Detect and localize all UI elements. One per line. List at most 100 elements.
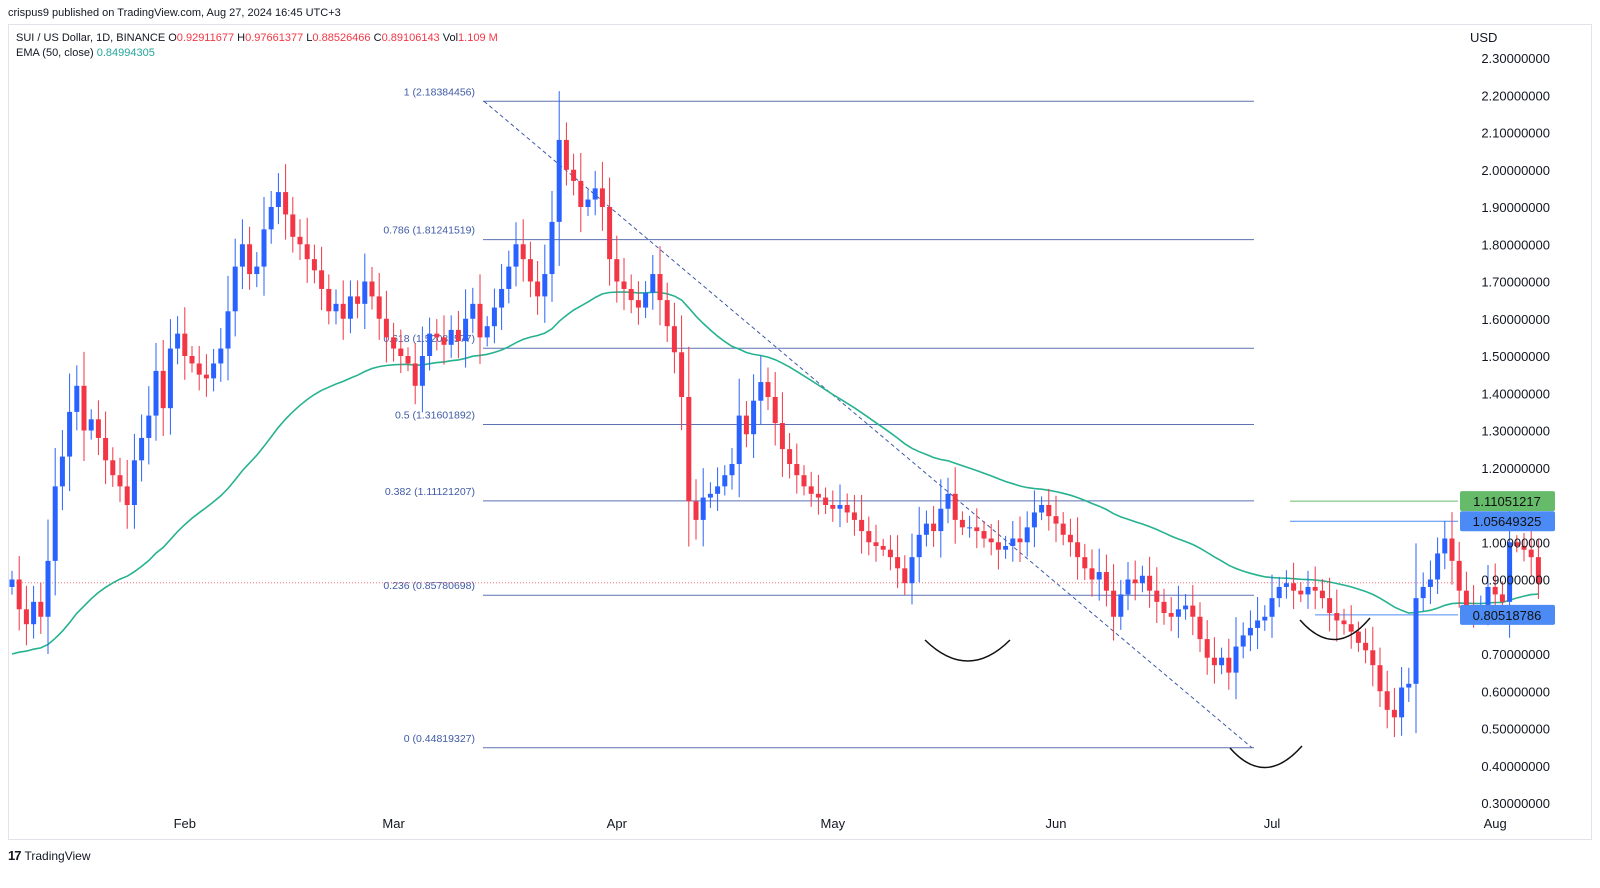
y-tick-label: 1.40000000 <box>1481 386 1550 401</box>
candle-body <box>1507 542 1513 602</box>
candle-body <box>290 214 296 237</box>
candle-body <box>1406 683 1412 688</box>
candle-body <box>988 538 994 543</box>
candle-body <box>1341 620 1347 625</box>
candle-body <box>477 303 483 338</box>
candle-body <box>1370 650 1376 666</box>
candle-body <box>1456 560 1462 591</box>
candle-body <box>664 300 670 327</box>
candle-body <box>794 464 800 476</box>
fib-retracement[interactable]: 1 (2.18384456)0.786 (1.81241519)0.618 (1… <box>383 86 1254 749</box>
candle-body <box>304 244 310 260</box>
candle-body <box>225 311 231 349</box>
candle-body <box>376 296 382 319</box>
candle-body <box>1168 613 1174 617</box>
candle-body <box>1449 538 1455 561</box>
candle-body <box>1024 527 1030 543</box>
candle-body <box>448 329 454 345</box>
low-label: L <box>306 32 313 44</box>
candle-body <box>1499 594 1505 602</box>
candle-body <box>967 527 973 529</box>
price-axis[interactable]: 2.30000000 2.20000000 2.10000000 2.00000000… <box>1481 51 1550 811</box>
candle-body <box>297 236 303 245</box>
candle-body <box>592 188 598 200</box>
candle-body <box>751 400 757 435</box>
candle-body <box>621 281 627 289</box>
candle-body <box>830 505 836 509</box>
fib-label-6: 0 (0.44819327) <box>404 733 475 745</box>
tradingview-logo-icon: 17 <box>8 848 22 863</box>
candle-body <box>268 207 274 230</box>
candle-body <box>1175 609 1181 617</box>
candle-body <box>175 333 181 349</box>
candle-body <box>650 274 656 293</box>
candle-body <box>931 523 937 532</box>
candle-body <box>1399 687 1405 718</box>
y-tick-label: 1.60000000 <box>1481 312 1550 327</box>
candle-body <box>1377 665 1383 692</box>
candle-body <box>369 281 375 297</box>
candle-body <box>1233 646 1239 673</box>
candle-body <box>189 356 195 364</box>
candle-body <box>45 560 51 617</box>
candle-body <box>1111 590 1117 617</box>
candle-body <box>491 307 497 327</box>
candle-body <box>1010 538 1016 546</box>
x-tick-label: Aug <box>1484 816 1507 831</box>
candle-body <box>59 456 65 487</box>
candles <box>9 91 1541 738</box>
candle-body <box>499 288 505 308</box>
candle-body <box>139 437 145 461</box>
fib-label-5: 0.236 (0.85780698) <box>383 580 475 592</box>
candle-body <box>520 244 526 260</box>
ema-label[interactable]: EMA (50, close) <box>16 47 94 59</box>
symbol-label[interactable]: SUI / US Dollar, 1D, BINANCE <box>16 32 166 44</box>
candle-body <box>455 329 461 342</box>
time-axis[interactable]: FebMarAprMayJunJulAugSep <box>174 816 1600 831</box>
candle-body <box>959 519 965 528</box>
candle-body <box>1075 542 1081 558</box>
candle-body <box>1089 568 1095 580</box>
candle-body <box>1240 635 1246 647</box>
candle-body <box>549 221 555 275</box>
candle-body <box>614 259 620 282</box>
candle-body <box>1305 586 1311 595</box>
candle-body <box>1197 616 1203 640</box>
candle-body <box>160 370 166 409</box>
y-tick-label: 2.00000000 <box>1481 163 1550 178</box>
candle-body <box>1147 575 1153 591</box>
candle-body <box>765 382 771 397</box>
price-tag-bg <box>1460 604 1555 625</box>
candle-body <box>1017 538 1023 543</box>
candle-body <box>1384 691 1390 710</box>
candle-body <box>801 475 807 487</box>
candle-body <box>1096 572 1102 580</box>
volume-value: 1.109 M <box>458 32 498 44</box>
candle-body <box>1276 586 1282 599</box>
candle-body <box>945 493 951 509</box>
y-tick-label: 0.60000000 <box>1481 684 1550 699</box>
candle-body <box>671 326 677 353</box>
candle-body <box>23 609 29 625</box>
x-tick-label: May <box>821 816 846 831</box>
candle-body <box>1053 516 1059 524</box>
candle-body <box>736 415 742 465</box>
candle-body <box>211 363 217 379</box>
candle-body <box>635 300 641 308</box>
candle-body <box>815 493 821 498</box>
candle-body <box>1463 590 1469 606</box>
y-tick-label: 1.80000000 <box>1481 237 1550 252</box>
candle-body <box>679 352 685 397</box>
pattern-arcs[interactable] <box>924 617 1371 769</box>
price-tag-label: 1.11051217 <box>1473 494 1541 509</box>
candle-body <box>866 531 872 543</box>
y-tick-label: 0.50000000 <box>1481 722 1550 737</box>
price-tag-bg <box>1460 511 1555 532</box>
y-tick-label: 1.70000000 <box>1481 275 1550 290</box>
currency-label[interactable]: USD <box>1470 30 1498 45</box>
fib-label-1: 0.786 (1.81241519) <box>383 225 475 237</box>
candle-body <box>347 296 353 319</box>
candle-body <box>1327 598 1333 614</box>
candle-body <box>1161 601 1167 614</box>
